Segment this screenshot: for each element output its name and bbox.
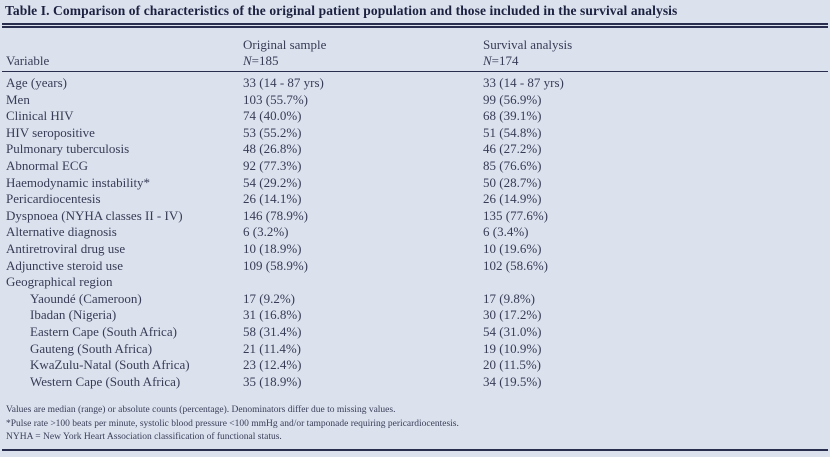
survival-analysis-n: N=174 [483, 53, 824, 69]
row-original-value: 17 (9.2%) [243, 290, 295, 306]
table-row: Dyspnoea (NYHA classes II - IV) 146 (78.9… [0, 208, 830, 225]
table-body: Age (years) 33 (14 - 87 yrs) 33 (14 - 87 y… [0, 72, 830, 390]
table-row: Gauteng (South Africa) 21 (11.4%) 19 (10.9… [0, 341, 830, 358]
row-original-value: 109 (58.9%) [243, 257, 308, 273]
row-original-value: 103 (55.7%) [243, 91, 308, 107]
row-original-value: 48 (26.8%) [243, 141, 302, 157]
row-variable-label: Ibadan (Nigeria) [30, 307, 117, 323]
row-variable-label: Pericardiocentesis [6, 191, 101, 207]
row-variable-label: Age (years) [6, 75, 67, 90]
title-double-rule [2, 23, 828, 28]
row-variable-label: Dyspnoea (NYHA classes II - IV) [6, 207, 183, 223]
row-original-value: 33 (14 - 87 yrs) [243, 75, 324, 90]
table-row: Yaoundé (Cameroon) 17 (9.2%) 17 (9.8%) [0, 291, 830, 308]
original-sample-n: N=185 [243, 53, 483, 69]
row-survival-value: 34 (19.5%) [483, 373, 542, 389]
row-variable-label: Gauteng (South Africa) [30, 340, 153, 356]
original-n-value: =185 [251, 52, 279, 68]
row-survival-value: 99 (56.9%) [483, 91, 542, 107]
table-footnotes: Values are median (range) or absolute co… [0, 404, 830, 444]
header-rule [2, 71, 828, 72]
table-row: Pulmonary tuberculosis 48 (26.8%) 46 (27.2… [0, 141, 830, 158]
table-row: Western Cape (South Africa) 35 (18.9%) 34 … [0, 374, 830, 391]
row-original-value: 31 (16.8%) [243, 307, 302, 323]
row-survival-value: 19 (10.9%) [483, 340, 542, 356]
column-header-survival-analysis: Survival analysis N=174 [483, 37, 824, 68]
row-survival-value: 17 (9.8%) [483, 290, 535, 306]
row-variable-label: Alternative diagnosis [6, 224, 117, 240]
row-survival-value: 10 (19.6%) [483, 240, 542, 256]
row-original-value: 21 (11.4%) [243, 340, 302, 356]
row-survival-value: 26 (14.9%) [483, 191, 542, 207]
table-row: Ibadan (Nigeria) 31 (16.8%) 30 (17.2%) [0, 307, 830, 324]
row-survival-value: 54 (31.0%) [483, 323, 542, 339]
row-survival-value: 102 (58.6%) [483, 257, 548, 273]
row-variable-label: Haemodynamic instability* [6, 174, 151, 190]
row-original-value: 35 (18.9%) [243, 373, 302, 389]
row-survival-value: 33 (14 - 87 yrs) [483, 75, 564, 90]
row-variable-label: KwaZulu-Natal (South Africa) [30, 357, 190, 373]
table-header-row: Variable Original sample N=185 Survival … [0, 28, 830, 68]
row-original-value: 92 (77.3%) [243, 157, 302, 173]
table-row: Haemodynamic instability* 54 (29.2%) 50 (2… [0, 175, 830, 192]
row-original-value: 74 (40.0%) [243, 108, 302, 124]
footnote-line: *Pulse rate >100 beats per minute, systo… [6, 418, 459, 429]
table-row: KwaZulu-Natal (South Africa) 23 (12.4%) 20… [0, 357, 830, 374]
row-variable-label: HIV seropositive [6, 124, 95, 140]
row-original-value: 6 (3.2%) [243, 224, 289, 240]
row-variable-label: Western Cape (South Africa) [30, 373, 181, 389]
row-variable-label: Eastern Cape (South Africa) [30, 323, 177, 339]
table-row: Alternative diagnosis 6 (3.2%) 6 (3.4%) [0, 224, 830, 241]
footnote-line: Values are median (range) or absolute co… [6, 405, 396, 416]
table-row: Clinical HIV 74 (40.0%) 68 (39.1%) [0, 108, 830, 125]
original-sample-label: Original sample [243, 37, 327, 52]
survival-n-symbol: N [483, 52, 492, 68]
row-survival-value [483, 274, 824, 291]
row-survival-value: 6 (3.4%) [483, 224, 529, 240]
table-row: Pericardiocentesis 26 (14.1%) 26 (14.9%) [0, 191, 830, 208]
table-row: Antiretroviral drug use 10 (18.9%) 10 (19.… [0, 241, 830, 258]
row-original-value: 53 (55.2%) [243, 124, 302, 140]
row-variable-label: Clinical HIV [6, 108, 74, 124]
survival-analysis-label: Survival analysis [483, 37, 573, 52]
row-original-value: 10 (18.9%) [243, 240, 302, 256]
table-row: Adjunctive steroid use 109 (58.9%) 102 (58… [0, 258, 830, 275]
row-original-value: 58 (31.4%) [243, 323, 302, 339]
row-variable-label: Men [6, 91, 30, 107]
row-original-value: 26 (14.1%) [243, 191, 302, 207]
row-survival-value: 135 (77.6%) [483, 207, 548, 223]
table-row: HIV seropositive 53 (55.2%) 51 (54.8%) [0, 125, 830, 142]
row-survival-value: 68 (39.1%) [483, 108, 542, 124]
row-original-value [243, 274, 483, 291]
table-row: Geographical region [0, 274, 830, 291]
column-header-original-sample: Original sample N=185 [243, 37, 483, 68]
row-survival-value: 51 (54.8%) [483, 124, 542, 140]
row-original-value: 146 (78.9%) [243, 207, 308, 223]
row-survival-value: 85 (76.6%) [483, 157, 542, 173]
table-row: Men 103 (55.7%) 99 (56.9%) [0, 92, 830, 109]
table-row: Age (years) 33 (14 - 87 yrs) 33 (14 - 87 y… [0, 75, 830, 92]
row-survival-value: 30 (17.2%) [483, 307, 542, 323]
row-survival-value: 50 (28.7%) [483, 174, 542, 190]
row-variable-label: Geographical region [6, 274, 113, 290]
row-variable-label: Abnormal ECG [6, 157, 88, 173]
survival-n-value: =174 [491, 52, 519, 68]
row-survival-value: 20 (11.5%) [483, 357, 542, 373]
table-title: Table I. Comparison of characteristics o… [5, 3, 678, 18]
column-header-variable: Variable [6, 52, 50, 68]
original-n-symbol: N [243, 52, 252, 68]
row-original-value: 23 (12.4%) [243, 357, 302, 373]
row-variable-label: Adjunctive steroid use [6, 257, 123, 273]
table-row: Abnormal ECG 92 (77.3%) 85 (76.6%) [0, 158, 830, 175]
footnote-line: NYHA = New York Heart Association classi… [6, 432, 282, 443]
row-survival-value: 46 (27.2%) [483, 141, 542, 157]
row-variable-label: Yaoundé (Cameroon) [30, 290, 142, 306]
bottom-rule [2, 449, 828, 451]
row-variable-label: Antiretroviral drug use [6, 240, 126, 256]
row-original-value: 54 (29.2%) [243, 174, 302, 190]
table-row: Eastern Cape (South Africa) 58 (31.4%) 54 … [0, 324, 830, 341]
row-variable-label: Pulmonary tuberculosis [6, 141, 130, 157]
